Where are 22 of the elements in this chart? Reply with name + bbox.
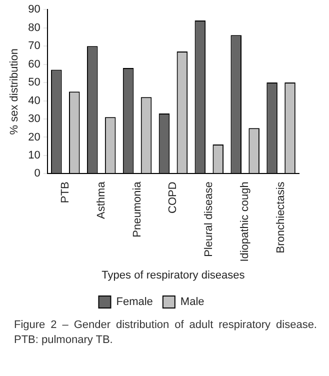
legend-label: Female [116, 296, 153, 308]
x-tick-label: Asthma [95, 180, 108, 219]
y-tick-label: 50 [28, 76, 40, 89]
y-tick-label: 20 [28, 131, 40, 144]
y-tick-label: 80 [28, 22, 40, 34]
x-tick-label: Pneumonia [131, 180, 144, 238]
x-tick-label: Pleural disease [203, 182, 216, 257]
x-tick-label: Idiopathic cough [239, 182, 252, 262]
y-tick-label: 40 [28, 94, 40, 107]
x-tick-label: PTB [59, 182, 72, 204]
y-tick-label: 10 [28, 149, 40, 162]
x-tick-label: COPD [167, 182, 180, 214]
y-axis-title: % sex distribution [8, 48, 21, 135]
x-axis-title: Types of respiratory diseases [102, 269, 246, 282]
y-tick-label: 60 [28, 58, 40, 70]
x-tick-label: Bronchiectasis [275, 181, 288, 254]
y-tick-label: 90 [28, 4, 40, 16]
caption: Figure 2 – Gender distribution of adult respiratory disease. PTB: pulmonary TB. [14, 318, 317, 348]
legend-label: Male [180, 296, 204, 308]
y-tick-label: 70 [28, 40, 40, 52]
y-tick-label: 30 [28, 113, 40, 126]
y-tick-label: 0 [34, 168, 40, 180]
